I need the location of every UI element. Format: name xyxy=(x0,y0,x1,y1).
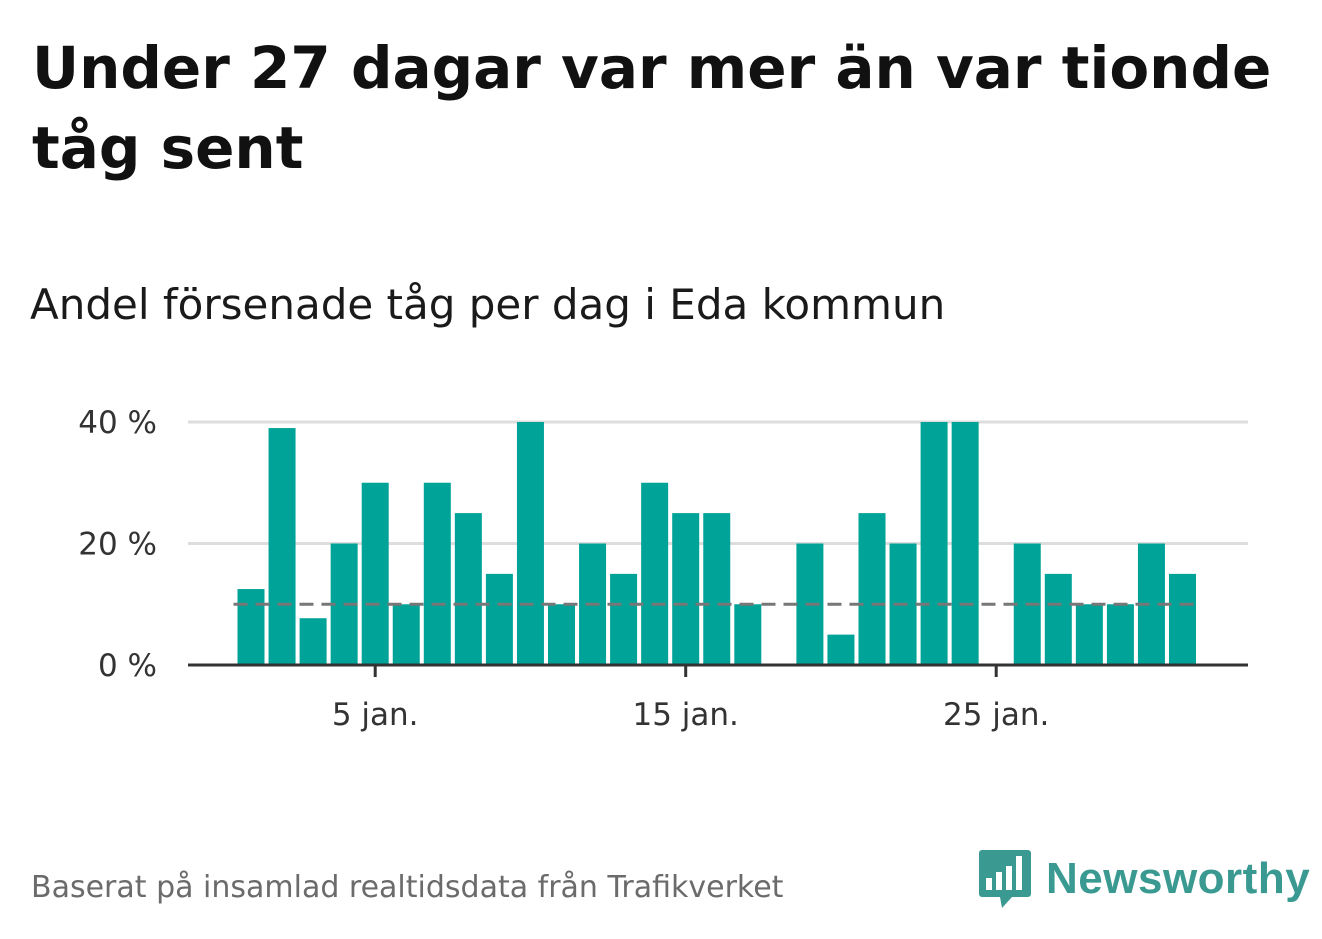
bar xyxy=(920,422,948,665)
newsworthy-logo: Newsworthy xyxy=(978,848,1310,910)
bar xyxy=(423,482,451,665)
y-axis-labels: 0 % 20 % 40 % xyxy=(78,405,157,684)
bar xyxy=(1106,604,1134,665)
bar xyxy=(1044,573,1072,665)
y-tick-label: 20 % xyxy=(78,527,157,563)
bar xyxy=(454,513,482,665)
bar xyxy=(237,589,265,665)
bar xyxy=(734,604,762,665)
y-tick-label: 40 % xyxy=(78,405,157,441)
bar xyxy=(1075,604,1103,665)
bar xyxy=(299,618,327,665)
bar xyxy=(268,428,296,665)
y-tick-label: 0 % xyxy=(98,648,157,684)
x-tick-label: 25 jan. xyxy=(943,697,1049,733)
bar xyxy=(361,482,389,665)
x-tick-label: 5 jan. xyxy=(332,697,419,733)
bar xyxy=(392,604,420,665)
chart-title: Under 27 dagar var mer än var tionde tåg… xyxy=(32,34,1272,182)
bar xyxy=(858,513,886,665)
bar xyxy=(516,422,544,665)
bar xyxy=(827,634,855,665)
bar-chart-speech-bubble-icon xyxy=(979,850,1031,908)
source-note: Baserat på insamlad realtidsdata från Tr… xyxy=(31,870,784,905)
bar xyxy=(485,573,513,665)
chart-subtitle: Andel försenade tåg per dag i Eda kommun xyxy=(30,280,946,329)
bar xyxy=(703,513,731,665)
bar xyxy=(672,513,700,665)
bar xyxy=(610,573,638,665)
bar xyxy=(548,604,575,665)
brand-name: Newsworthy xyxy=(1046,854,1311,903)
bar xyxy=(951,422,979,665)
bar xyxy=(1169,573,1196,665)
bar-chart: 0 % 20 % 40 % 5 jan. 15 jan. 25 jan. xyxy=(78,405,1248,733)
x-axis-labels: 5 jan. 15 jan. 25 jan. xyxy=(332,697,1050,733)
bar xyxy=(641,482,669,665)
x-tick-label: 15 jan. xyxy=(632,697,738,733)
x-axis xyxy=(188,663,1248,677)
